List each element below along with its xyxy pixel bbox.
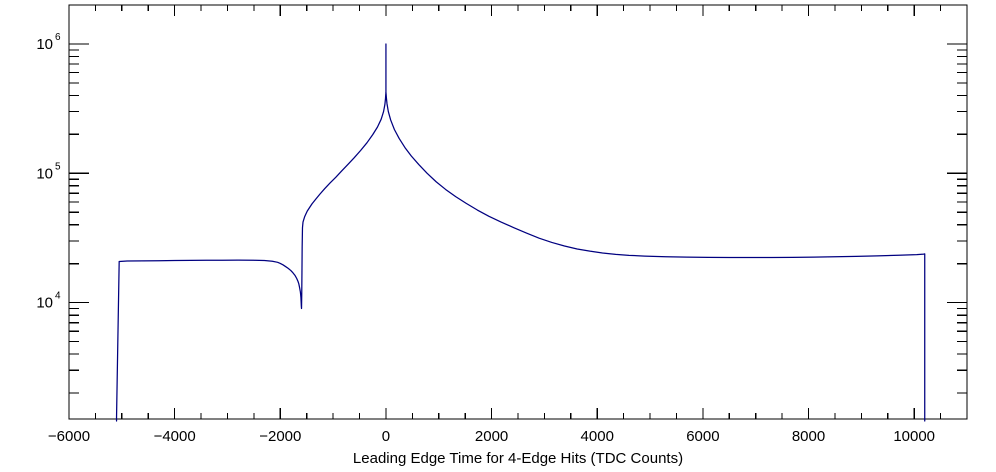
y-tick-exponent: 4 bbox=[55, 291, 61, 302]
x-tick-label: −4000 bbox=[154, 428, 196, 445]
x-tick-label: 10000 bbox=[893, 428, 935, 445]
y-tick-exponent: 6 bbox=[55, 32, 61, 43]
x-axis-title: Leading Edge Time for 4-Edge Hits (TDC C… bbox=[353, 450, 683, 467]
x-tick-label: 0 bbox=[382, 428, 390, 445]
x-tick-label: −6000 bbox=[48, 428, 90, 445]
x-tick-label: 2000 bbox=[475, 428, 508, 445]
x-axis-tick-labels: −6000 −4000 −2000 0 2000 4000 6000 8000 10000 bbox=[48, 428, 935, 445]
x-tick-label: 4000 bbox=[581, 428, 614, 445]
y-tick-exponent: 5 bbox=[55, 161, 61, 172]
y-tick-label: 10 bbox=[36, 165, 53, 182]
x-axis-ticks bbox=[68, 5, 968, 419]
y-tick-label: 10 bbox=[36, 36, 53, 53]
x-tick-label: −2000 bbox=[259, 428, 301, 445]
x-tick-label: 8000 bbox=[792, 428, 825, 445]
data-series-line bbox=[115, 92, 926, 422]
y-tick-label: 10 bbox=[36, 295, 53, 312]
x-tick-label: 6000 bbox=[686, 428, 719, 445]
y-axis-ticks bbox=[69, 4, 967, 394]
